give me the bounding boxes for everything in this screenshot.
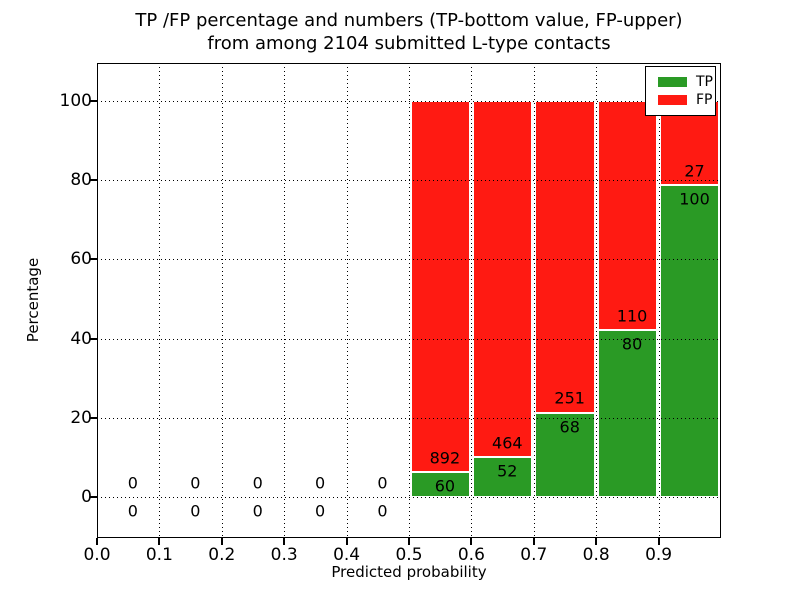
x-tick-mark [408,538,410,545]
x-tick-label: 0.2 [208,545,236,565]
annotation-fp-count: 0 [252,473,263,493]
bar-tp-segment [472,456,533,497]
grid-line-vertical [221,63,223,538]
annotation-fp-count: 0 [127,473,138,493]
bar-tp-segment [535,412,595,497]
chart-title: TP /FP percentage and numbers (TP-bottom… [97,9,721,55]
x-tick-label: 0.5 [395,545,423,565]
chart-title-line2: from among 2104 submitted L-type contact… [207,33,611,54]
x-tick-label: 0.9 [645,545,673,565]
x-tick-mark [220,538,223,545]
bar-tp-segment [660,185,720,497]
x-tick-mark [532,538,535,545]
x-tick-label: 0.8 [582,545,610,565]
grid-line-horizontal [97,417,721,419]
annotation-fp-count: 0 [315,473,326,493]
grid-line-horizontal [97,180,721,182]
annotation-tp-count: 60 [434,476,456,496]
annotation-tp-count: 68 [559,417,580,437]
x-tick-label: 0.6 [457,545,485,565]
annotation-tp-count: 52 [497,461,518,481]
legend: TP FP [645,66,716,116]
bar-tp-segment [410,471,470,497]
legend-label-tp: TP [696,74,713,90]
bar-fp-segment [410,101,470,472]
x-tick-mark [283,538,286,545]
annotation-fp-count: 892 [429,448,461,468]
grid-line-vertical [284,63,286,538]
grid-line-vertical [409,63,410,538]
y-tick-mark [90,416,97,419]
annotation-fp-count: 27 [684,161,705,181]
annotation-fp-count: 0 [190,473,201,493]
x-tick-mark [595,538,598,545]
grid-line-horizontal [97,259,721,261]
x-axis-label: Predicted probability [331,563,487,581]
annotation-tp-count: 0 [315,501,326,521]
legend-swatch-tp [658,77,687,87]
legend-entry-fp: FP [658,92,715,108]
annotation-fp-count: 251 [554,388,585,408]
annotation-tp-count: 100 [679,189,710,209]
y-tick-label: 0 [81,486,92,507]
y-tick-mark [90,495,97,498]
x-tick-label: 0.4 [333,545,361,565]
x-tick-mark [470,538,473,545]
grid-line-vertical [658,63,660,538]
grid-line-vertical [533,63,535,538]
y-tick-mark [90,337,97,340]
legend-label-fp: FP [696,92,713,108]
x-tick-label: 0.3 [270,545,298,565]
y-tick-mark [90,258,97,261]
x-tick-mark [96,538,98,545]
y-tick-mark [90,100,97,102]
annotation-tp-count: 0 [252,501,263,521]
grid-line-vertical [596,63,598,538]
bar-fp-segment [535,101,595,413]
bar-fp-segment [472,101,533,457]
x-tick-mark [345,538,348,545]
y-axis-label: Percentage [24,257,42,343]
x-tick-mark [657,538,660,545]
x-tick-mark [158,538,161,545]
grid-line-vertical [471,63,473,538]
annotation-tp-count: 0 [127,501,138,521]
chart-title-line1: TP /FP percentage and numbers (TP-bottom… [135,10,683,31]
annotation-fp-count: 464 [492,433,523,453]
annotation-fp-count: 110 [616,306,648,326]
y-tick-label: 20 [70,407,92,428]
legend-swatch-fp [658,95,687,105]
x-tick-label: 0.0 [83,545,111,565]
grid-line-horizontal [97,338,721,340]
x-tick-label: 0.1 [145,545,173,565]
grid-line-vertical [159,63,161,538]
grid-line-horizontal [97,101,721,102]
annotation-tp-count: 0 [190,501,201,521]
bar-tp-segment [597,330,658,497]
y-tick-mark [90,179,97,182]
y-tick-label: 80 [70,170,92,191]
annotation-tp-count: 80 [621,334,643,354]
annotation-tp-count: 0 [377,501,388,521]
grid-line-vertical [346,63,348,538]
grid-line-horizontal [97,496,721,498]
y-tick-label: 100 [59,91,92,111]
annotation-fp-count: 0 [377,473,388,493]
bar-fp-segment [597,101,658,331]
plot-area: 0 0 0 0 0 0 0 0 0 0 892 60 464 52 251 68 110 80 27 100 TP FP [97,63,721,538]
y-tick-label: 40 [70,328,92,349]
y-tick-label: 60 [70,249,92,270]
legend-entry-tp: TP [658,74,715,90]
x-tick-label: 0.7 [520,545,548,565]
